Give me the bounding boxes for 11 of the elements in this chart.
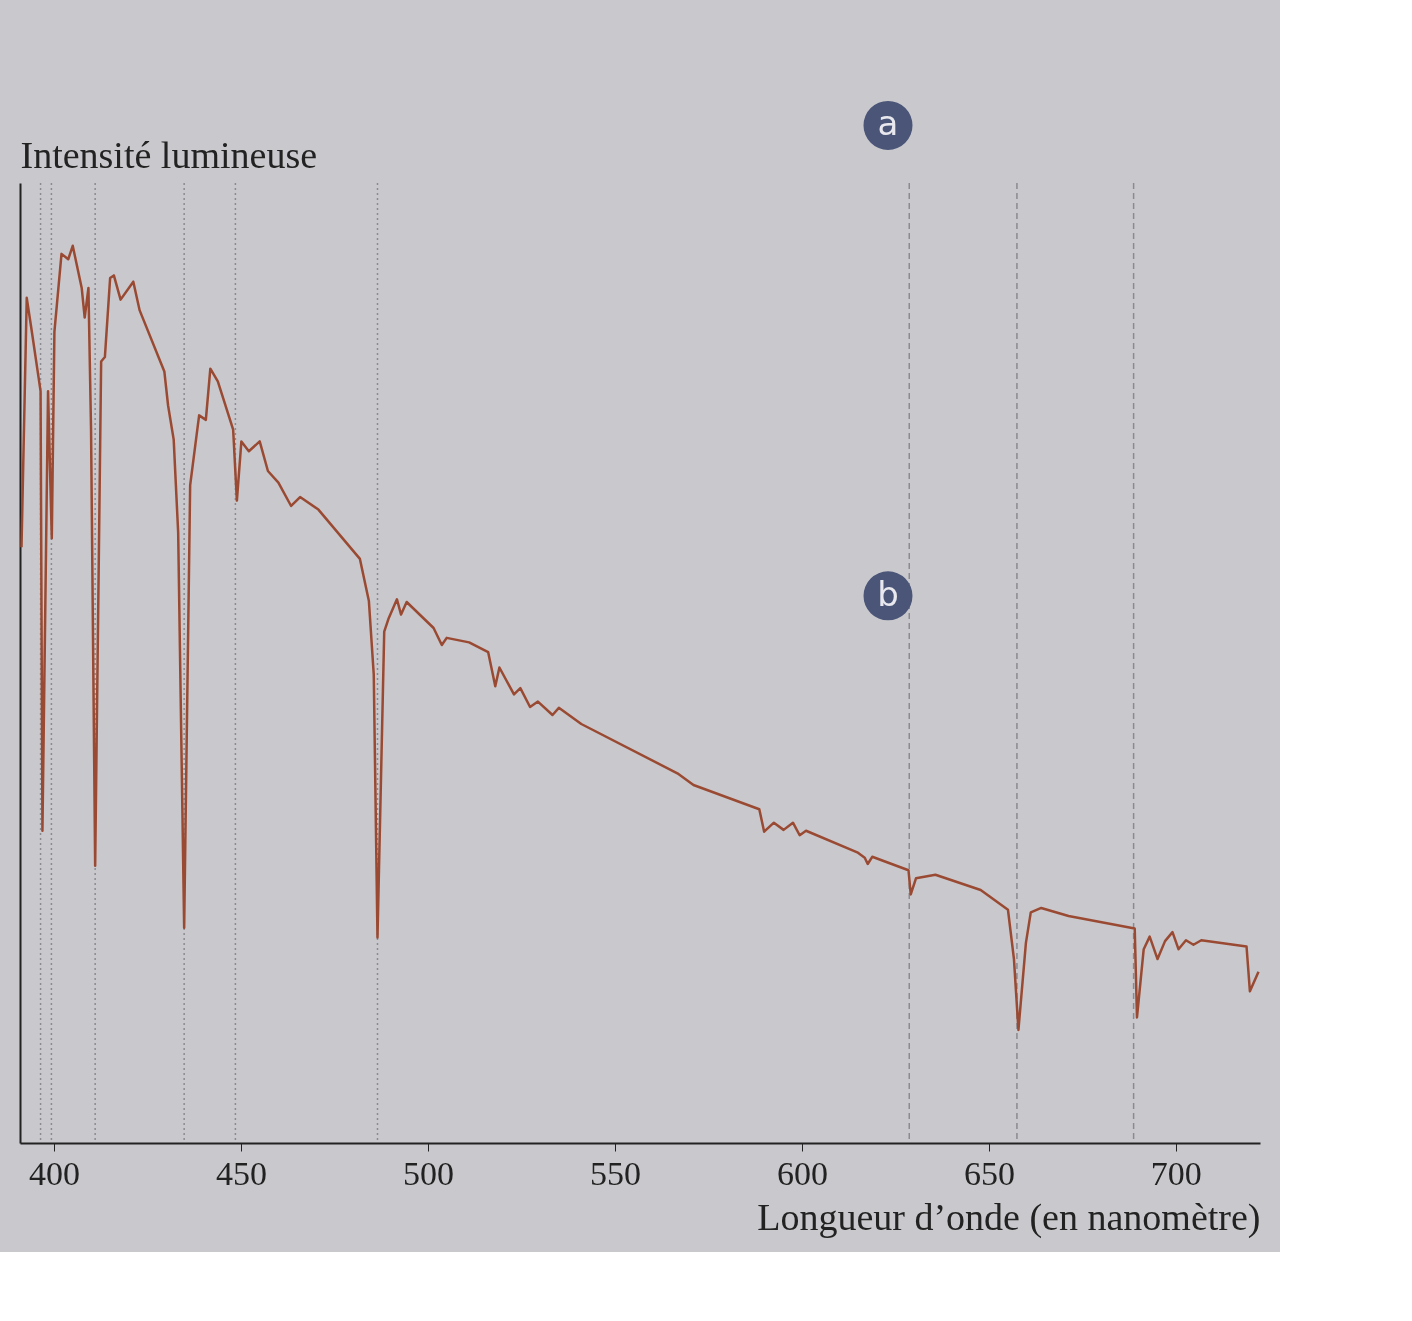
- annotation: b: [877, 573, 899, 614]
- x-tick-label: 450: [216, 1154, 267, 1192]
- x-tick-label: 400: [29, 1154, 81, 1192]
- x-tick-label: 650: [963, 1154, 1015, 1192]
- x-tick-label: 550: [589, 1154, 641, 1192]
- y-axis-title: Intensité lumineuse: [20, 133, 318, 176]
- x-axis-title: Longueur d’onde (en nanomètre): [757, 1195, 1261, 1239]
- x-tick-label: 500: [402, 1154, 454, 1192]
- x-tick-label: 600: [776, 1154, 828, 1192]
- x-tick-label: 700: [1150, 1154, 1202, 1192]
- text: a: [877, 103, 899, 144]
